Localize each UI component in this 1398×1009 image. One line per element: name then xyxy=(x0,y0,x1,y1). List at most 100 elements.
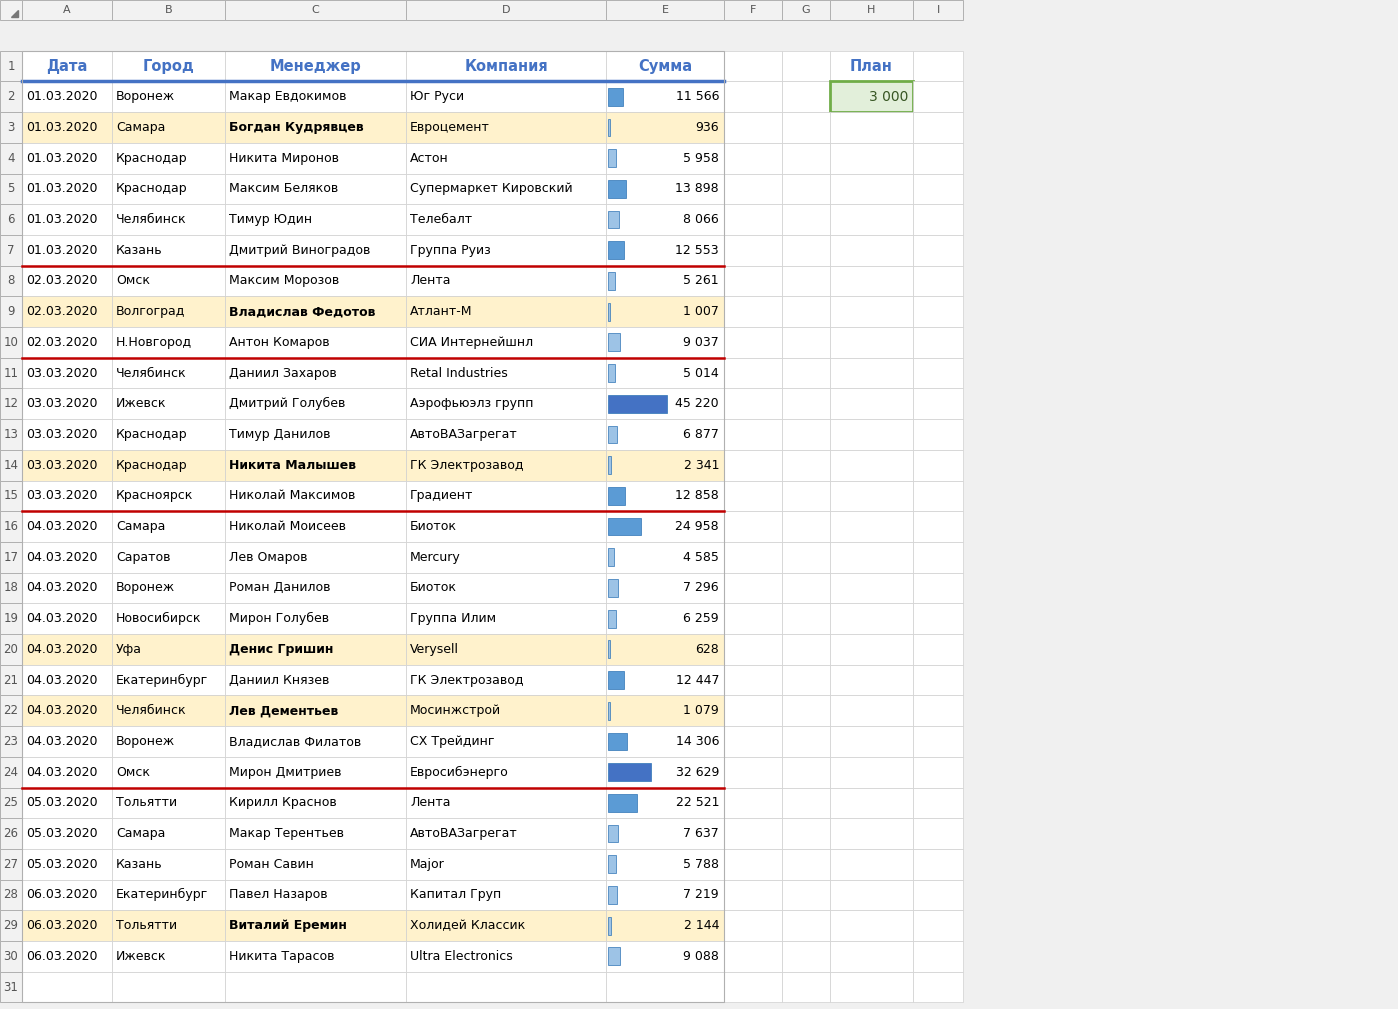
Bar xyxy=(405,82,605,112)
Bar xyxy=(608,824,618,843)
Bar xyxy=(608,947,619,966)
Bar xyxy=(605,849,724,880)
Bar xyxy=(913,50,963,82)
Text: I: I xyxy=(937,5,939,15)
Bar xyxy=(605,0,724,20)
Bar xyxy=(112,880,225,910)
Bar xyxy=(724,757,781,787)
Bar xyxy=(22,265,112,297)
Bar xyxy=(605,910,724,941)
Bar xyxy=(0,972,22,1002)
Text: Самара: Самара xyxy=(116,827,165,840)
Text: 2: 2 xyxy=(7,90,15,103)
Bar xyxy=(225,695,405,726)
Bar xyxy=(405,0,605,20)
Text: 01.03.2020: 01.03.2020 xyxy=(27,183,98,196)
Bar xyxy=(830,910,913,941)
Text: 13: 13 xyxy=(4,428,18,441)
Bar xyxy=(724,480,781,512)
Bar xyxy=(830,695,913,726)
Bar xyxy=(913,572,963,603)
Bar xyxy=(0,818,22,849)
Bar xyxy=(0,880,22,910)
Bar xyxy=(608,303,610,321)
Bar xyxy=(22,388,112,419)
Bar xyxy=(830,265,913,297)
Bar xyxy=(112,941,225,972)
Bar xyxy=(913,972,963,1002)
Bar xyxy=(913,450,963,480)
Bar xyxy=(405,542,605,572)
Bar xyxy=(781,204,830,235)
Text: 02.03.2020: 02.03.2020 xyxy=(27,336,98,349)
Bar xyxy=(112,174,225,204)
Bar xyxy=(22,174,112,204)
Bar xyxy=(724,726,781,757)
Bar xyxy=(724,388,781,419)
Bar xyxy=(605,757,724,787)
Bar xyxy=(724,358,781,388)
Bar xyxy=(405,419,605,450)
Bar xyxy=(781,972,830,1002)
Text: Retal Industries: Retal Industries xyxy=(410,366,507,379)
Bar xyxy=(605,572,724,603)
Text: 7 296: 7 296 xyxy=(684,581,719,594)
Bar xyxy=(913,603,963,634)
Bar xyxy=(724,235,781,265)
Bar xyxy=(225,849,405,880)
Text: 3 000: 3 000 xyxy=(868,90,907,104)
Text: Н.Новгород: Н.Новгород xyxy=(116,336,192,349)
Bar xyxy=(22,327,112,358)
Text: 5 958: 5 958 xyxy=(684,151,719,164)
Bar xyxy=(781,542,830,572)
Text: 02.03.2020: 02.03.2020 xyxy=(27,305,98,318)
Bar xyxy=(605,50,724,82)
Bar xyxy=(605,450,724,480)
Bar xyxy=(0,603,22,634)
Bar xyxy=(605,204,724,235)
Bar xyxy=(724,634,781,665)
Bar xyxy=(830,757,913,787)
Bar xyxy=(405,174,605,204)
Bar xyxy=(830,572,913,603)
Text: 7 637: 7 637 xyxy=(684,827,719,840)
Bar xyxy=(913,0,963,20)
Bar xyxy=(724,82,781,112)
Text: Богдан Кудрявцев: Богдан Кудрявцев xyxy=(229,121,363,134)
Bar xyxy=(830,603,913,634)
Text: C: C xyxy=(312,5,319,15)
Text: 01.03.2020: 01.03.2020 xyxy=(27,90,98,103)
Bar xyxy=(913,297,963,327)
Text: 9 088: 9 088 xyxy=(684,949,719,963)
Text: Лев Омаров: Лев Омаров xyxy=(229,551,308,564)
Text: 6 877: 6 877 xyxy=(684,428,719,441)
Bar xyxy=(608,333,619,351)
Bar xyxy=(22,235,112,265)
Bar xyxy=(112,0,225,20)
Bar xyxy=(605,941,724,972)
Bar xyxy=(830,0,913,20)
Text: Ultra Electronics: Ultra Electronics xyxy=(410,949,513,963)
Text: Юг Руси: Юг Руси xyxy=(410,90,464,103)
Bar xyxy=(608,180,626,198)
Text: Краснодар: Краснодар xyxy=(116,183,187,196)
Bar xyxy=(22,480,112,512)
Bar xyxy=(608,118,610,136)
Bar xyxy=(112,572,225,603)
Text: 24 958: 24 958 xyxy=(675,520,719,533)
Bar xyxy=(22,297,112,327)
Text: 8: 8 xyxy=(7,274,15,288)
Bar xyxy=(0,941,22,972)
Bar xyxy=(724,910,781,941)
Text: Кирилл Краснов: Кирилл Краснов xyxy=(229,796,337,809)
Text: 01.03.2020: 01.03.2020 xyxy=(27,151,98,164)
Bar xyxy=(22,695,112,726)
Bar xyxy=(830,327,913,358)
Text: E: E xyxy=(661,5,668,15)
Bar xyxy=(225,572,405,603)
Text: Даниил Захаров: Даниил Захаров xyxy=(229,366,337,379)
Bar xyxy=(112,634,225,665)
Bar xyxy=(0,910,22,941)
Text: Павел Назаров: Павел Назаров xyxy=(229,889,327,901)
Text: 05.03.2020: 05.03.2020 xyxy=(27,796,98,809)
